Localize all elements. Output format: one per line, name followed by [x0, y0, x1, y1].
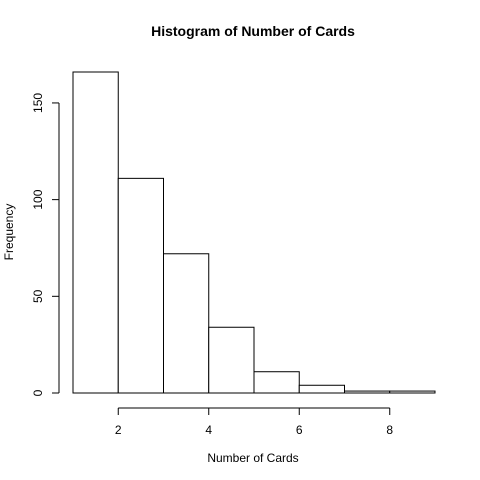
x-tick-label-4: 4: [205, 423, 212, 437]
y-tick-label-150: 150: [31, 93, 45, 113]
x-axis: 2 4 6 8: [115, 407, 393, 437]
histogram-bar-1: [72, 71, 119, 394]
histogram-bar-8: [389, 390, 436, 394]
y-axis: 0 50 100 150: [31, 93, 60, 396]
histogram-bar-7: [344, 390, 391, 394]
histogram-bar-2: [117, 177, 164, 394]
x-tick-label-6: 6: [296, 423, 303, 437]
y-tick-label-50: 50: [31, 289, 45, 303]
histogram-bar-3: [163, 253, 210, 394]
y-tick-label-100: 100: [31, 189, 45, 209]
bars-group: [72, 71, 436, 394]
histogram-bar-5: [253, 371, 300, 394]
x-tick-label-8: 8: [386, 423, 393, 437]
y-tick-label-0: 0: [31, 389, 45, 396]
x-tick-label-2: 2: [115, 423, 122, 437]
histogram-bar-6: [298, 384, 345, 394]
chart-title: Histogram of Number of Cards: [151, 23, 355, 39]
y-axis-label: Frequency: [2, 204, 16, 261]
x-axis-label: Number of Cards: [207, 451, 298, 465]
histogram-bar-4: [208, 326, 255, 394]
